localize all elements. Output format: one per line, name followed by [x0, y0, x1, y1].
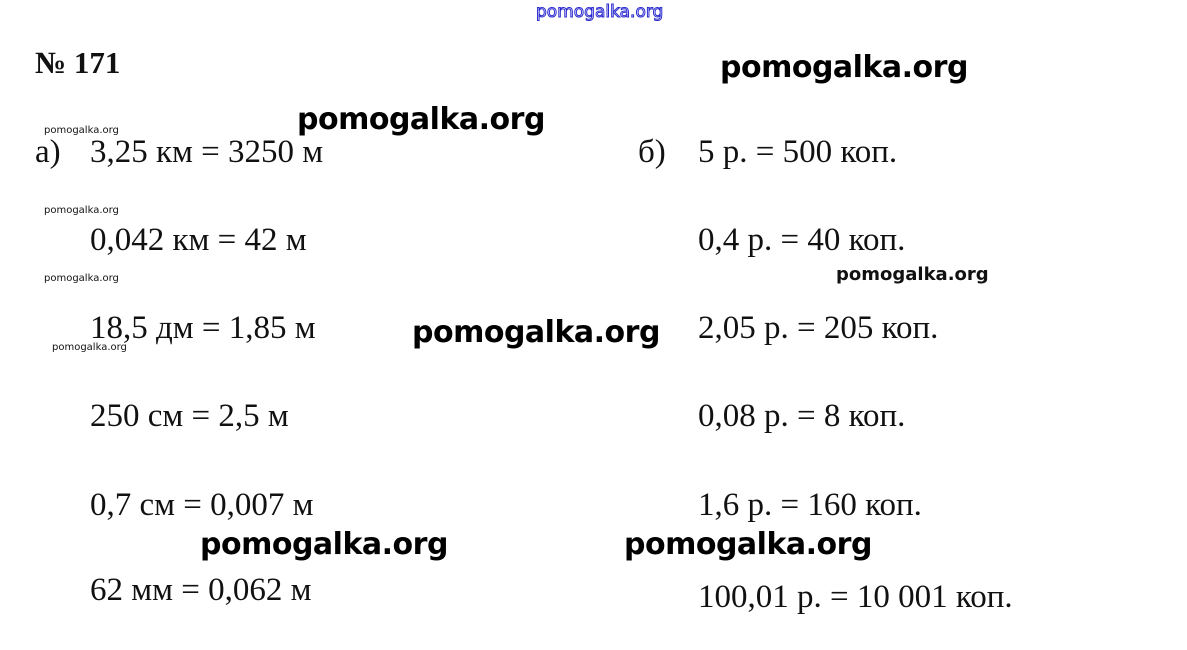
watermark: pomogalka.org [624, 527, 872, 562]
watermark: pomogalka.org [297, 102, 545, 137]
part-a-item: 62 мм = 0,062 м [90, 572, 312, 608]
watermark: pomogalka.org [44, 273, 119, 284]
watermark: pomogalka.org [44, 205, 119, 216]
part-a-item: 18,5 дм = 1,85 м [90, 310, 316, 346]
watermark-top: pomogalka.org [535, 2, 664, 23]
problem-number: № 171 [35, 45, 121, 80]
watermark: pomogalka.org [44, 125, 119, 136]
watermark: pomogalka.org [200, 527, 448, 562]
watermark: pomogalka.org [52, 342, 127, 353]
part-b-item: 1,6 р. = 160 коп. [698, 487, 922, 523]
part-b-item: 2,05 р. = 205 коп. [698, 310, 939, 346]
part-a-item: 250 см = 2,5 м [90, 398, 289, 434]
part-b-label: б) [638, 134, 666, 170]
part-a-item: 0,7 см = 0,007 м [90, 487, 314, 523]
part-b-item: 5 р. = 500 коп. [698, 134, 898, 170]
watermark: pomogalka.org [720, 50, 968, 85]
part-a-item: 3,25 км = 3250 м [90, 134, 324, 170]
part-b-item: 0,4 р. = 40 коп. [698, 222, 906, 258]
part-b-item: 0,08 р. = 8 коп. [698, 398, 906, 434]
part-a-label: а) [35, 134, 61, 170]
watermark: pomogalka.org [836, 264, 989, 285]
watermark: pomogalka.org [412, 315, 660, 350]
part-a-item: 0,042 км = 42 м [90, 222, 307, 258]
part-b-item: 100,01 р. = 10 001 коп. [698, 579, 1013, 615]
